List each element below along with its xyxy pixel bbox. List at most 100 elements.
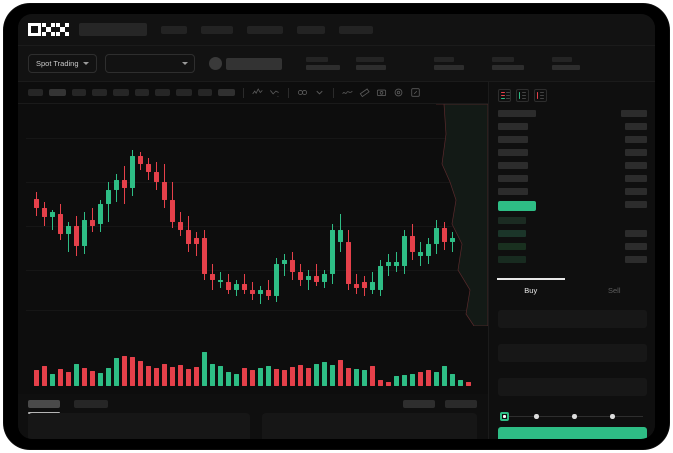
tab-buy[interactable]: Buy (489, 278, 573, 302)
timeframe-button-6[interactable] (155, 89, 170, 96)
volume-bar (361, 370, 367, 386)
volume-bar (129, 357, 135, 386)
chevron-down-icon (181, 62, 188, 65)
ruler-icon[interactable] (359, 87, 370, 98)
timeframe-button-8[interactable] (198, 89, 212, 96)
chart-type-icon[interactable] (269, 87, 280, 98)
logo-letter-o (28, 23, 41, 36)
toolbar-divider (333, 87, 334, 98)
percent-slider[interactable] (500, 412, 646, 421)
timeframe-button-7[interactable] (176, 89, 192, 96)
orderbook-ask-row[interactable] (498, 162, 528, 169)
volume-bar (457, 380, 463, 386)
candlestick (105, 104, 111, 326)
orderbook-ask-row[interactable] (498, 188, 528, 195)
positions-card[interactable] (28, 413, 250, 439)
slider-dot-50[interactable] (572, 414, 577, 419)
orderbook-bid-row[interactable] (498, 256, 526, 263)
timeframe-button-4[interactable] (113, 89, 129, 96)
settings-gear-icon[interactable] (393, 87, 404, 98)
bottom-action-0[interactable] (403, 400, 435, 408)
candlestick (353, 104, 359, 326)
timeframe-button-1[interactable] (49, 89, 66, 96)
slider-dot-25[interactable] (534, 414, 539, 419)
chart-gridline (26, 226, 480, 227)
candlestick (33, 104, 39, 326)
orderbook-bid-row[interactable] (498, 217, 526, 224)
candlestick (249, 104, 255, 326)
candlestick (89, 104, 95, 326)
timeframe-button-0[interactable] (28, 89, 43, 96)
volume-bar (49, 374, 55, 386)
bottom-action-1[interactable] (445, 400, 477, 408)
orderbook-ask-row[interactable] (498, 123, 528, 130)
timeframe-button-5[interactable] (135, 89, 149, 96)
orderbook-asks-icon[interactable] (534, 89, 547, 102)
orderbook-bid-row-amount (625, 230, 647, 237)
orderbook-ask-row[interactable] (498, 136, 528, 143)
amount-field[interactable] (498, 344, 647, 362)
indicators-icon[interactable] (252, 87, 263, 98)
volume-bar (121, 356, 127, 386)
candlestick (49, 104, 55, 326)
camera-icon[interactable] (376, 87, 387, 98)
pair-name-label (225, 57, 282, 70)
timeframe-button-3[interactable] (92, 89, 107, 96)
candlestick (385, 104, 391, 326)
orderbook-ask-row[interactable] (498, 149, 528, 156)
submit-buy-button[interactable] (498, 427, 647, 439)
candlestick (425, 104, 431, 326)
orderbook-bids-icon[interactable] (516, 89, 529, 102)
orderbook-ask-row-amount (625, 136, 647, 143)
compare-icon[interactable] (297, 87, 308, 98)
orders-card[interactable] (262, 413, 477, 439)
orderbook-ask-row-amount (625, 149, 647, 156)
slider-handle[interactable] (500, 412, 509, 421)
orderbook-ask-row[interactable] (498, 175, 528, 182)
candlestick (241, 104, 247, 326)
candlestick (161, 104, 167, 326)
nav-item-2[interactable] (247, 25, 283, 34)
volume-bar (57, 369, 63, 386)
volume-bar (257, 368, 263, 386)
nav-item-1[interactable] (201, 25, 233, 34)
candlestick (153, 104, 159, 326)
timeframe-button-2[interactable] (72, 89, 86, 96)
volume-bar (145, 366, 151, 386)
nav-item-4[interactable] (339, 25, 373, 34)
nav-item-0[interactable] (161, 25, 187, 34)
orderbook-last-price-amount (625, 201, 647, 208)
orderbook-last-price (498, 201, 536, 211)
candlestick (329, 104, 335, 326)
chevron-down-icon[interactable] (314, 87, 325, 98)
price-chart-panel[interactable] (18, 104, 488, 394)
volume-bar (425, 370, 431, 386)
candlestick (393, 104, 399, 326)
timeframe-button-9[interactable] (218, 89, 235, 96)
orderbook-bid-row[interactable] (498, 243, 526, 250)
slider-dot-75[interactable] (610, 414, 615, 419)
candlestick (129, 104, 135, 326)
bottom-tab-0[interactable] (28, 400, 60, 408)
candlestick (177, 104, 183, 326)
candlestick (113, 104, 119, 326)
nav-item-3[interactable] (297, 25, 325, 34)
fullscreen-icon[interactable] (410, 87, 421, 98)
volume-bar (33, 370, 39, 386)
orderbook-bid-row[interactable] (498, 230, 526, 237)
orderbook-both-icon[interactable] (498, 89, 511, 102)
search-input[interactable] (79, 23, 147, 36)
volume-bar (377, 380, 383, 386)
price-field[interactable] (498, 310, 647, 328)
spot-trading-selector[interactable]: Spot Trading (28, 54, 97, 73)
orderbook-ask-row[interactable] (498, 110, 536, 117)
tab-sell[interactable]: Sell (573, 278, 656, 302)
bottom-tab-1[interactable] (74, 400, 108, 408)
line-chart-icon[interactable] (342, 87, 353, 98)
trading-pair-selector[interactable] (104, 54, 195, 73)
okx-logo-icon[interactable] (28, 23, 69, 36)
order-book[interactable] (489, 110, 655, 270)
chevron-down-icon (82, 62, 89, 65)
candlestick-chart[interactable] (18, 104, 488, 326)
total-field[interactable] (498, 378, 647, 396)
